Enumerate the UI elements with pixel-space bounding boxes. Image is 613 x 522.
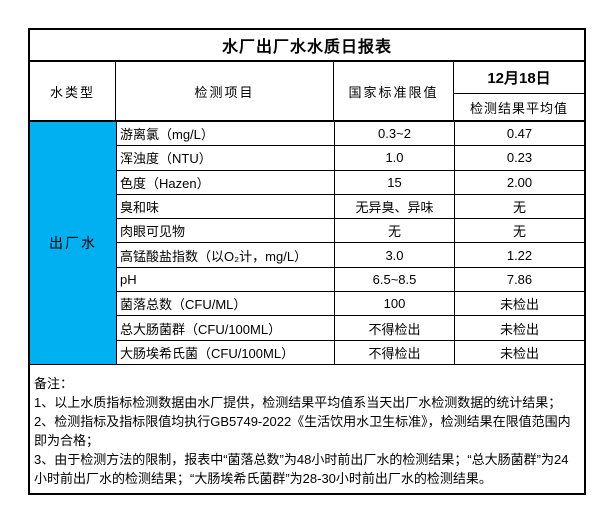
notes-label: 备注： — [34, 376, 74, 391]
cell-limit: 不得检出 — [335, 316, 455, 340]
cell-result: 未检出 — [499, 345, 539, 361]
cell-result: 无 — [512, 200, 526, 216]
col-header-item: 检测项目 — [116, 62, 334, 120]
table-row: 肉眼可见物 无 无 — [117, 219, 584, 244]
table-row: 浑浊度（NTU） 1.0 0.23 — [117, 146, 584, 171]
cell-limit: 1.0 — [335, 146, 455, 170]
cell-item: pH — [117, 267, 335, 292]
table-row: 臭和味 无异臭、异味 无 — [117, 194, 584, 220]
note-line-2: 2、检测指标及指标限值均执行GB5749-2022《生活饮用水卫生标准》，检测结… — [34, 414, 571, 448]
table-row: 高锰酸盐指数（以O₂计，mg/L） 3.0 1.22 — [117, 243, 584, 268]
cell-limit: 6.5~8.5 — [335, 267, 455, 292]
cell-limit: 100 — [335, 292, 455, 316]
note-line-3: 3、由于检测方法的限制，报表中“菌落总数”为48小时前出厂水的检测结果；“总大肠… — [34, 452, 569, 486]
cell-limit: 15 — [335, 170, 455, 194]
cell-result: 无 — [512, 224, 526, 240]
cell-item: 游离氯（mg/L） — [117, 122, 335, 146]
cell-limit: 不得检出 — [335, 340, 455, 364]
cell-result: 1.22 — [506, 247, 533, 263]
table-body: 出厂水 游离氯（mg/L） 0.3~2 0.47 浑浊度（NTU） 1.0 0.… — [30, 122, 584, 365]
water-quality-report-table: 水厂出厂水水质日报表 水类型 检测项目 国家标准限值 12月18日 检测结果平均… — [28, 28, 586, 495]
report-title: 水厂出厂水水质日报表 — [30, 30, 584, 62]
notes-section: 备注： 1、以上水质指标检测数据由水厂提供，检测结果平均值系当天出厂水检测数据的… — [30, 365, 584, 493]
table-row: pH 6.5~8.5 7.86 — [117, 267, 584, 293]
cell-limit: 无异臭、异味 — [335, 194, 455, 219]
cell-result: 7.86 — [506, 271, 533, 287]
cell-limit: 无 — [335, 219, 455, 243]
note-line-1: 1、以上水质指标检测数据由水厂提供，检测结果平均值系当天出厂水检测数据的统计结果… — [34, 395, 562, 410]
table-row: 总大肠菌群（CFU/100ML） 不得检出 未检出 — [117, 316, 584, 341]
cell-limit: 0.3~2 — [335, 122, 455, 146]
cell-item: 臭和味 — [117, 194, 335, 219]
table-row: 游离氯（mg/L） 0.3~2 0.47 — [117, 122, 584, 147]
cell-result: 未检出 — [499, 321, 539, 337]
table-row: 色度（Hazen） 15 2.00 — [117, 170, 584, 195]
cell-item: 浑浊度（NTU） — [117, 146, 335, 170]
table-row: 菌落总数（CFU/ML） 100 未检出 — [117, 292, 584, 317]
col-header-water-type: 水类型 — [30, 62, 116, 120]
cell-item: 高锰酸盐指数（以O₂计，mg/L） — [117, 243, 335, 267]
report-date: 12月18日 — [454, 62, 584, 94]
col-header-date-group: 12月18日 检测结果平均值 — [454, 62, 584, 120]
cell-item: 总大肠菌群（CFU/100ML） — [117, 316, 335, 340]
table-header-row: 水类型 检测项目 国家标准限值 12月18日 检测结果平均值 — [30, 62, 584, 122]
table-row: 大肠埃希氏菌（CFU/100ML） 不得检出 未检出 — [117, 340, 584, 364]
cell-result: 0.47 — [506, 126, 533, 142]
cell-result: 0.23 — [506, 150, 533, 166]
cell-result: 2.00 — [506, 174, 533, 190]
cell-item: 菌落总数（CFU/ML） — [117, 292, 335, 316]
cell-item: 大肠埃希氏菌（CFU/100ML） — [117, 340, 335, 364]
cell-item: 色度（Hazen） — [117, 170, 335, 194]
data-rows: 游离氯（mg/L） 0.3~2 0.47 浑浊度（NTU） 1.0 0.23 色… — [117, 122, 584, 364]
cell-item: 肉眼可见物 — [117, 219, 335, 243]
col-header-standard-limit: 国家标准限值 — [334, 62, 454, 120]
col-header-result-avg: 检测结果平均值 — [469, 100, 568, 116]
water-type-cell: 出厂水 — [30, 122, 117, 364]
cell-limit: 3.0 — [335, 243, 455, 267]
cell-result: 未检出 — [499, 297, 539, 313]
